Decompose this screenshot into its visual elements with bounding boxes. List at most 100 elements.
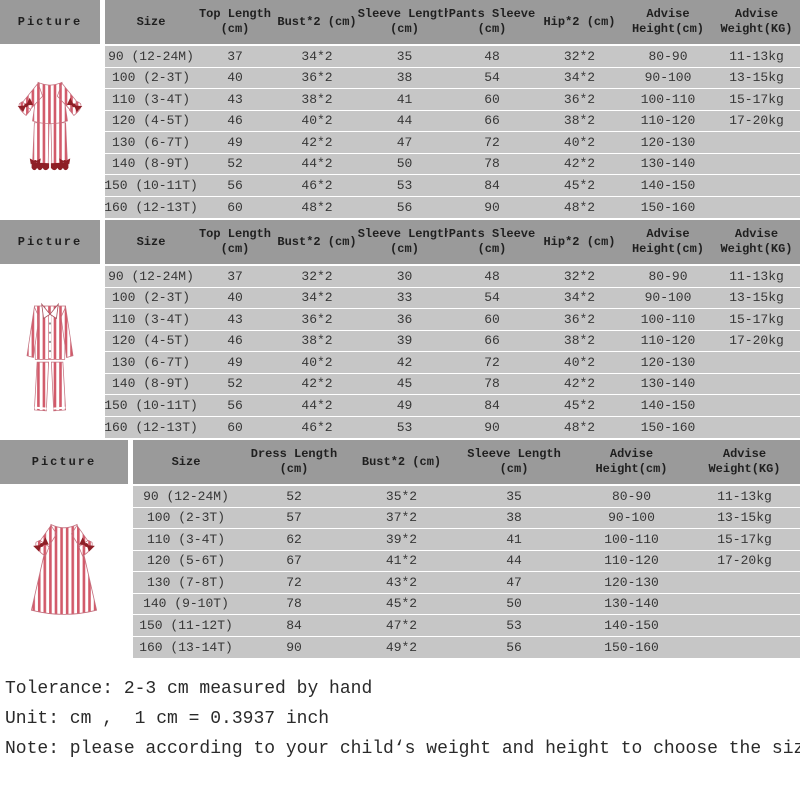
value-cell: 84 xyxy=(448,175,536,197)
value-cell: 40 xyxy=(197,68,273,89)
value-cell: 40*2 xyxy=(273,352,361,374)
value-cell: 49 xyxy=(197,352,273,374)
size-cell: 120 (4-5T) xyxy=(105,331,197,352)
value-cell: 60 xyxy=(227,199,243,215)
value-cell xyxy=(713,417,800,439)
column-header: Size xyxy=(105,220,197,266)
value-cell: 80-90 xyxy=(623,46,713,68)
picture-column: Picture xyxy=(0,0,100,218)
value-cell: 49*2 xyxy=(385,639,418,655)
value-cell: 34*2 xyxy=(273,288,361,309)
value-cell: 15-17kg xyxy=(713,309,800,331)
size-cell: 130 (6-7T) xyxy=(105,132,197,154)
value-cell xyxy=(713,197,800,219)
value-cell: 46*2 xyxy=(301,419,333,435)
value-cell: 56 xyxy=(506,639,522,655)
column-header: Bust*2 (cm) xyxy=(273,0,361,46)
size-cell: 160 (12-13T) xyxy=(104,199,198,215)
ruffle-pajama-set-image xyxy=(17,81,83,171)
value-cell: 48 xyxy=(448,46,536,68)
value-cell: 40*2 xyxy=(536,352,623,374)
note-unit: Unit: cm , 1 cm = 0.3937 inch xyxy=(5,709,330,729)
value-cell: 120-130 xyxy=(623,352,713,374)
value-cell: 39*2 xyxy=(349,529,454,551)
value-cell: 72 xyxy=(448,352,536,374)
value-cell: 43 xyxy=(197,309,273,331)
value-cell: 66 xyxy=(448,111,536,132)
value-cell: 140-150 xyxy=(574,615,689,637)
value-cell: 33 xyxy=(361,288,448,309)
value-cell: 30 xyxy=(361,266,448,288)
value-cell: 34*2 xyxy=(536,68,623,89)
size-cell: 150 (11-12T) xyxy=(133,615,239,637)
value-cell: 110-120 xyxy=(574,551,689,572)
column-header-picture: Picture xyxy=(0,0,100,46)
column-header: Advise Height(cm) xyxy=(623,220,713,266)
value-cell: 34*2 xyxy=(273,46,361,68)
size-cell: 140 (9-10T) xyxy=(133,594,239,615)
value-cell: 150-160 xyxy=(640,199,696,215)
value-cell: 41 xyxy=(361,89,448,111)
value-cell: 72 xyxy=(239,572,349,594)
size-table-grid: Size Dress Length (cm) Bust*2 (cm) Sleeve L… xyxy=(133,440,800,658)
size-cell: 100 (2-3T) xyxy=(133,508,239,529)
value-cell: 72 xyxy=(448,132,536,154)
column-header: Advise Weight(KG) xyxy=(713,0,800,46)
value-cell: 44*2 xyxy=(273,154,361,175)
value-cell: 38 xyxy=(454,508,574,529)
value-cell: 42*2 xyxy=(273,374,361,395)
value-cell: 37 xyxy=(197,46,273,68)
value-cell: 110-120 xyxy=(623,331,713,352)
value-cell: 84 xyxy=(239,615,349,637)
size-table-grid: Size Top Length (cm) Bust*2 (cm) Sleeve Len… xyxy=(104,0,800,219)
column-header: Hip*2 (cm) xyxy=(536,220,623,266)
size-cell: 150 (10-11T) xyxy=(104,175,198,197)
value-cell: 57 xyxy=(239,508,349,529)
value-cell: 56 xyxy=(396,199,413,215)
column-header: Advise Weight(KG) xyxy=(713,220,800,266)
value-cell: 15-17kg xyxy=(689,529,800,551)
value-cell: 56 xyxy=(197,175,273,197)
value-cell: 17-20kg xyxy=(713,111,800,132)
product-photo-button-pajama-set xyxy=(0,266,100,438)
column-header: Top Length (cm) xyxy=(197,220,273,266)
value-cell: 38*2 xyxy=(536,331,623,352)
value-cell: 140-150 xyxy=(623,395,713,417)
size-table-button-pajama-set: Picture xyxy=(0,220,800,438)
value-cell: 50 xyxy=(454,594,574,615)
column-header: Pants Sleeve (cm) xyxy=(448,220,536,266)
column-header: Sleeve Length (cm) xyxy=(358,220,451,266)
value-cell: 120-130 xyxy=(574,572,689,594)
value-cell: 42 xyxy=(361,352,448,374)
value-cell: 53 xyxy=(454,615,574,637)
size-table-grid: Size Top Length (cm) Bust*2 (cm) Sleeve Len… xyxy=(104,220,800,439)
value-cell: 46 xyxy=(197,111,273,132)
value-cell: 120-130 xyxy=(623,132,713,154)
value-cell: 38*2 xyxy=(273,331,361,352)
value-cell: 13-15kg xyxy=(689,508,800,529)
size-cell: 130 (6-7T) xyxy=(105,352,197,374)
value-cell: 52 xyxy=(239,486,349,508)
note-tolerance: Tolerance: 2-3 cm measured by hand xyxy=(5,679,373,699)
column-header-picture: Picture xyxy=(0,220,100,266)
value-cell: 54 xyxy=(448,288,536,309)
value-cell: 48 xyxy=(448,266,536,288)
value-cell: 90-100 xyxy=(623,288,713,309)
size-cell: 160 (12-13T) xyxy=(104,419,198,435)
value-cell xyxy=(713,374,800,395)
value-cell xyxy=(713,352,800,374)
value-cell: 38 xyxy=(361,68,448,89)
value-cell: 44 xyxy=(361,111,448,132)
value-cell: 45*2 xyxy=(536,395,623,417)
value-cell: 78 xyxy=(239,594,349,615)
value-cell: 80-90 xyxy=(623,266,713,288)
value-cell: 110-120 xyxy=(623,111,713,132)
value-cell: 47 xyxy=(361,132,448,154)
value-cell: 90-100 xyxy=(623,68,713,89)
picture-column: Picture xyxy=(0,220,100,438)
value-cell: 67 xyxy=(239,551,349,572)
size-cell: 110 (3-4T) xyxy=(105,89,197,111)
value-cell: 100-110 xyxy=(574,529,689,551)
value-cell: 52 xyxy=(197,374,273,395)
